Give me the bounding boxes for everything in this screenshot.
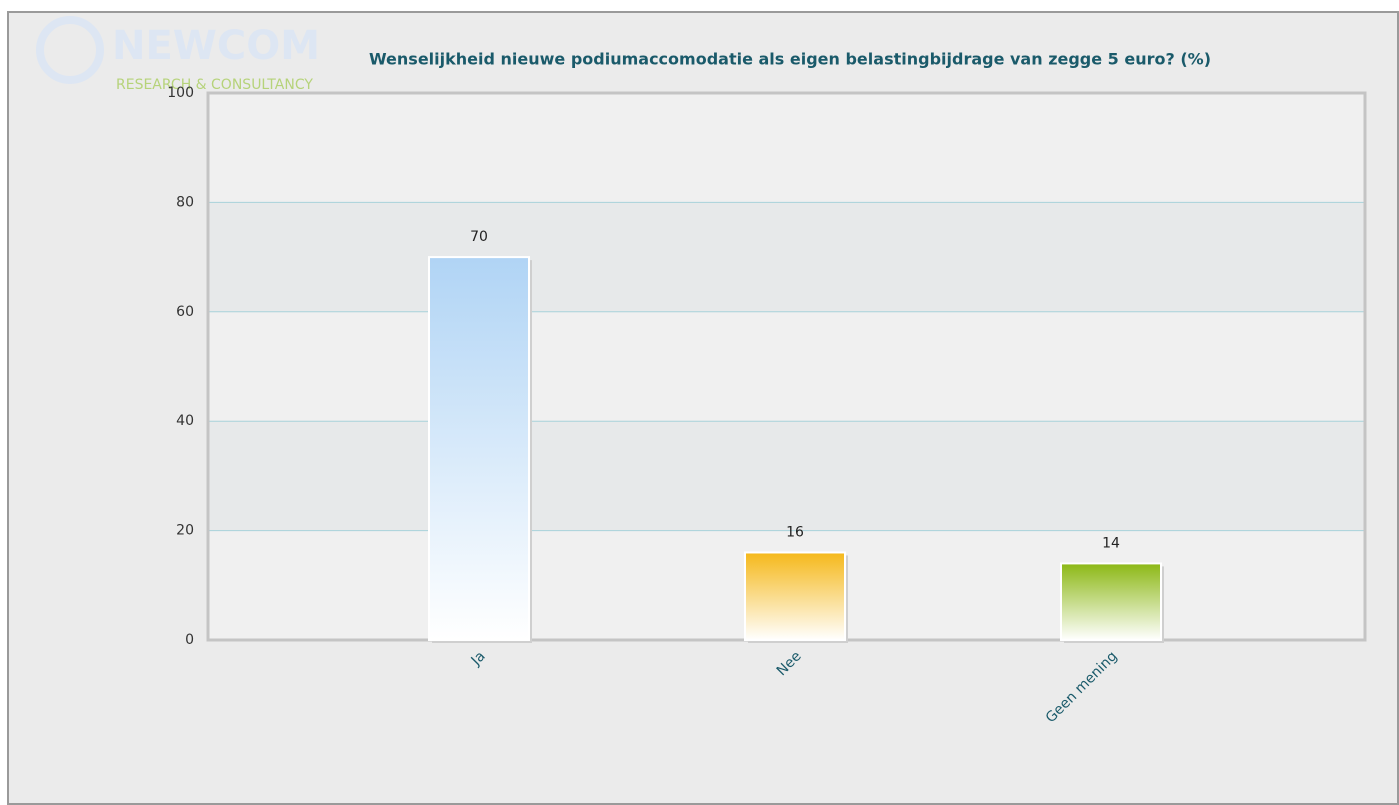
- y-tick-label: 0: [185, 632, 194, 648]
- plot-band: [208, 93, 1365, 203]
- bar: [1060, 562, 1162, 641]
- plot-band: [208, 311, 1365, 422]
- logo-icon: [36, 16, 104, 84]
- chart-title: Wenselijkheid nieuwe podiumaccomodatie a…: [369, 50, 1211, 69]
- plot-band: [208, 202, 1365, 312]
- y-tick-label: 20: [176, 523, 194, 539]
- logo: NEWCOM: [112, 23, 320, 69]
- value-label: 16: [786, 524, 804, 540]
- y-tick-label: 80: [176, 194, 194, 210]
- y-tick-label: 40: [176, 413, 194, 429]
- value-label: 14: [1102, 535, 1120, 551]
- logo-subtitle: RESEARCH & CONSULTANCY: [116, 77, 313, 93]
- y-tick-label: 60: [176, 304, 194, 320]
- bar: [428, 256, 530, 641]
- bar: [744, 551, 846, 641]
- value-label: 70: [470, 229, 488, 245]
- plot-band: [208, 421, 1365, 531]
- y-tick-label: 100: [167, 85, 194, 101]
